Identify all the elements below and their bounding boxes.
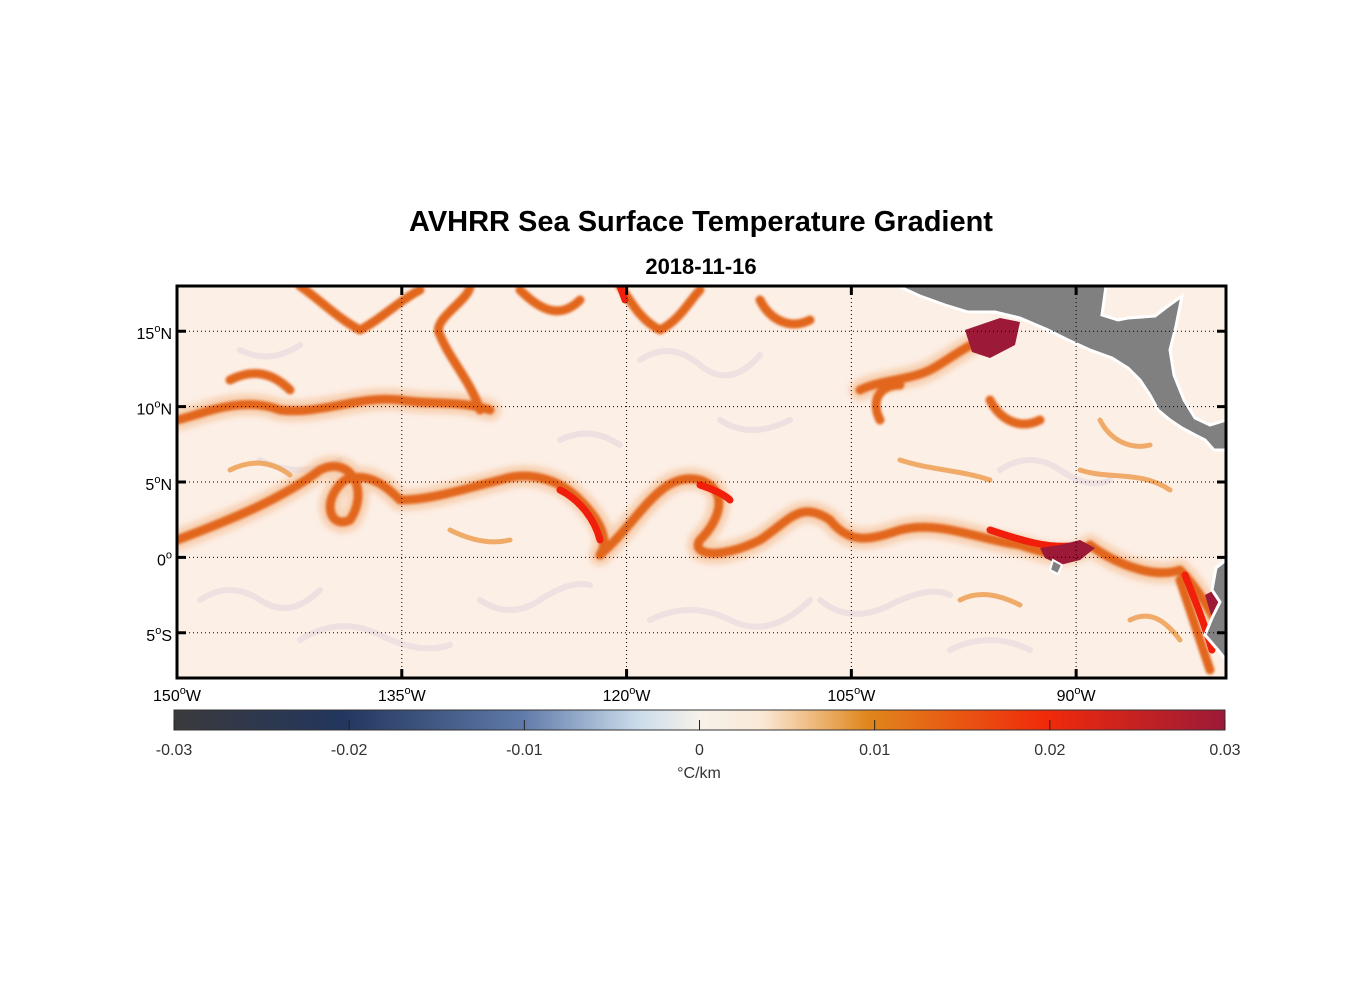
south-america-land (1203, 558, 1226, 663)
central-america-land (897, 286, 1226, 452)
colorbar-tick-label: 0 (695, 742, 704, 759)
colorbar-ticks (173, 720, 1226, 730)
galapagos-islands (1048, 558, 1064, 576)
colorbar-tick-label: 0.01 (859, 742, 890, 759)
axis-ticks (175, 286, 1226, 678)
colorbar-tick-label: -0.02 (331, 742, 368, 759)
secondary-fronts (227, 417, 1183, 643)
lat-tick-label: 10oN (137, 399, 172, 419)
lat-tick-labels: 15oN 10oN 5oN 0o 5oS (137, 323, 172, 645)
colorbar-tick-label: 0.02 (1034, 742, 1065, 759)
colorbar-tick-label: -0.01 (506, 742, 543, 759)
colorbar-tick-label: -0.03 (156, 742, 193, 759)
lat-tick-label: 0o (157, 549, 172, 569)
lon-tick-label: 150oW (153, 685, 202, 705)
map-title: AVHRR Sea Surface Temperature Gradient (409, 206, 993, 238)
colorbar: -0.03 -0.02 -0.01 0 0.01 0.02 0.03 °C/km (156, 709, 1241, 782)
lon-tick-label: 105oW (827, 685, 876, 705)
lon-tick-labels: 150oW 135oW 120oW 105oW 90oW (153, 685, 1097, 705)
background-texture (197, 342, 1113, 653)
lon-tick-label: 135oW (378, 685, 427, 705)
lon-tick-label: 120oW (603, 685, 652, 705)
lon-tick-label: 90oW (1057, 685, 1097, 705)
peak-gradient-spots (965, 318, 1222, 618)
lat-tick-label: 5oN (145, 474, 172, 494)
colorbar-tick-labels: -0.03 -0.02 -0.01 0 0.01 0.02 0.03 (156, 742, 1241, 759)
lat-tick-label: 15oN (137, 323, 172, 343)
map-area (177, 286, 1226, 678)
map-grid (177, 286, 1226, 678)
lat-tick-label: 5oS (146, 625, 172, 645)
colorbar-unit-label: °C/km (677, 765, 721, 782)
map-subtitle: 2018-11-16 (645, 254, 757, 279)
colorbar-tick-label: 0.03 (1209, 742, 1240, 759)
land-masses (897, 286, 1226, 663)
